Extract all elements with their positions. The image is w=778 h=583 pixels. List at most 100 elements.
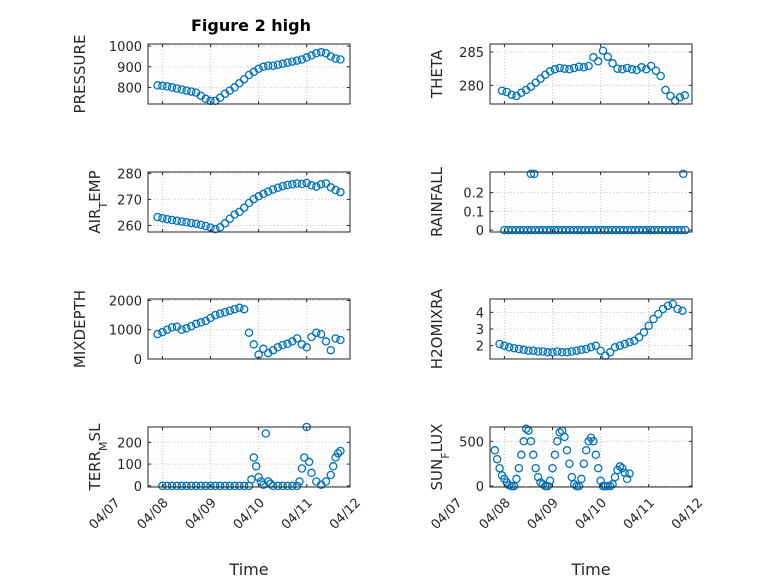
y-tick-label: 0.1 [463,205,484,220]
data-point [622,63,632,73]
data-point [560,64,569,73]
data-point [263,477,273,486]
data-point [541,481,550,491]
y-tick-label: 0.2 [463,187,484,202]
data-point [562,348,572,357]
y-tick-label: 500 [459,435,484,450]
x-tick-label: 04/09 [525,496,562,533]
data-point [220,219,230,228]
data-point [247,475,256,484]
data-point [249,453,259,462]
data-point [162,325,172,334]
data-point [211,481,220,491]
axes-box [147,43,351,105]
data-point [625,338,634,347]
data-point [259,62,268,72]
data-point [605,348,615,357]
data-point [235,207,244,217]
data-point [517,450,526,460]
data-point [321,477,331,486]
data-point [268,185,278,194]
y-tick-label: 0 [476,480,484,495]
data-point [545,67,555,76]
axes-box [489,43,693,105]
data-point [596,346,605,355]
data-point [591,341,601,350]
data-point [589,437,598,446]
subplot-h2omixra: 2 3 4 H2OMIXRA [428,288,693,369]
data-point [603,481,613,491]
y-axis-label: MIXDEPTH [71,290,89,368]
data-point [569,63,579,73]
y-tick-label: 3 [476,323,484,338]
data-point [615,341,625,350]
data-point [593,463,603,473]
data-point [268,61,278,70]
data-point [316,180,326,189]
data-point [187,218,196,228]
subplot-sun-flux: 0 500 SUNFLUX 04/07 04/08 04/09 04/10 04/11 04/1… [428,424,706,579]
data-point [548,348,557,357]
data-point [230,304,239,314]
data-point [177,85,186,94]
data-point [529,169,539,179]
data-point [230,83,239,92]
y-tick-label: 900 [117,61,142,76]
data-point [172,216,182,226]
data-point [215,93,225,103]
data-point [225,214,235,223]
data-point [292,334,302,343]
data-point [162,481,172,491]
data-point [158,481,167,491]
data-point [581,446,591,455]
x-tick-label: 04/07 [86,496,123,533]
data-point [215,223,225,232]
y-axis-label: RAINFALL [428,166,446,237]
data-point [292,56,302,65]
data-point [675,93,685,102]
y-tick-label: 2 [476,340,484,355]
data-point [654,309,663,319]
x-tick-label: 04/07 [428,496,465,533]
data-point [336,55,345,64]
data-point [679,169,688,179]
data-point [230,210,239,219]
subplot-theta: 280 285 THETA [428,43,693,105]
subplot-air-temp: 260 270 280 AIRTEMP [86,167,351,234]
data-point [158,213,167,223]
data-point [529,450,538,460]
x-tick-label: 04/10 [231,496,268,533]
data-point [490,446,500,455]
data-point [182,481,191,491]
data-point [517,88,526,97]
data-point [187,321,196,331]
data-point [625,469,634,478]
data-point [326,52,336,61]
data-point [553,437,562,446]
data-point [507,481,516,491]
y-tick-label: 280 [459,79,484,94]
y-tick-label: 1000 [109,324,142,339]
data-point [191,219,201,228]
data-point [316,48,326,57]
data-point [254,192,263,201]
data-point [608,59,617,68]
axes-box [147,171,351,233]
data-point [572,481,581,491]
data-point [572,346,581,355]
data-point [666,91,675,101]
data-point [681,225,690,235]
data-point [172,481,182,491]
y-tick-label: 100 [117,458,142,473]
x-tick-label: 04/08 [477,496,514,533]
data-point [584,61,593,71]
data-point [239,481,249,491]
data-point [598,46,608,55]
x-axis-label: Time [570,560,610,579]
data-point [565,459,574,468]
data-point [553,347,562,356]
y-tick-label: 800 [117,81,142,96]
data-point [162,82,172,91]
data-point [668,299,678,309]
